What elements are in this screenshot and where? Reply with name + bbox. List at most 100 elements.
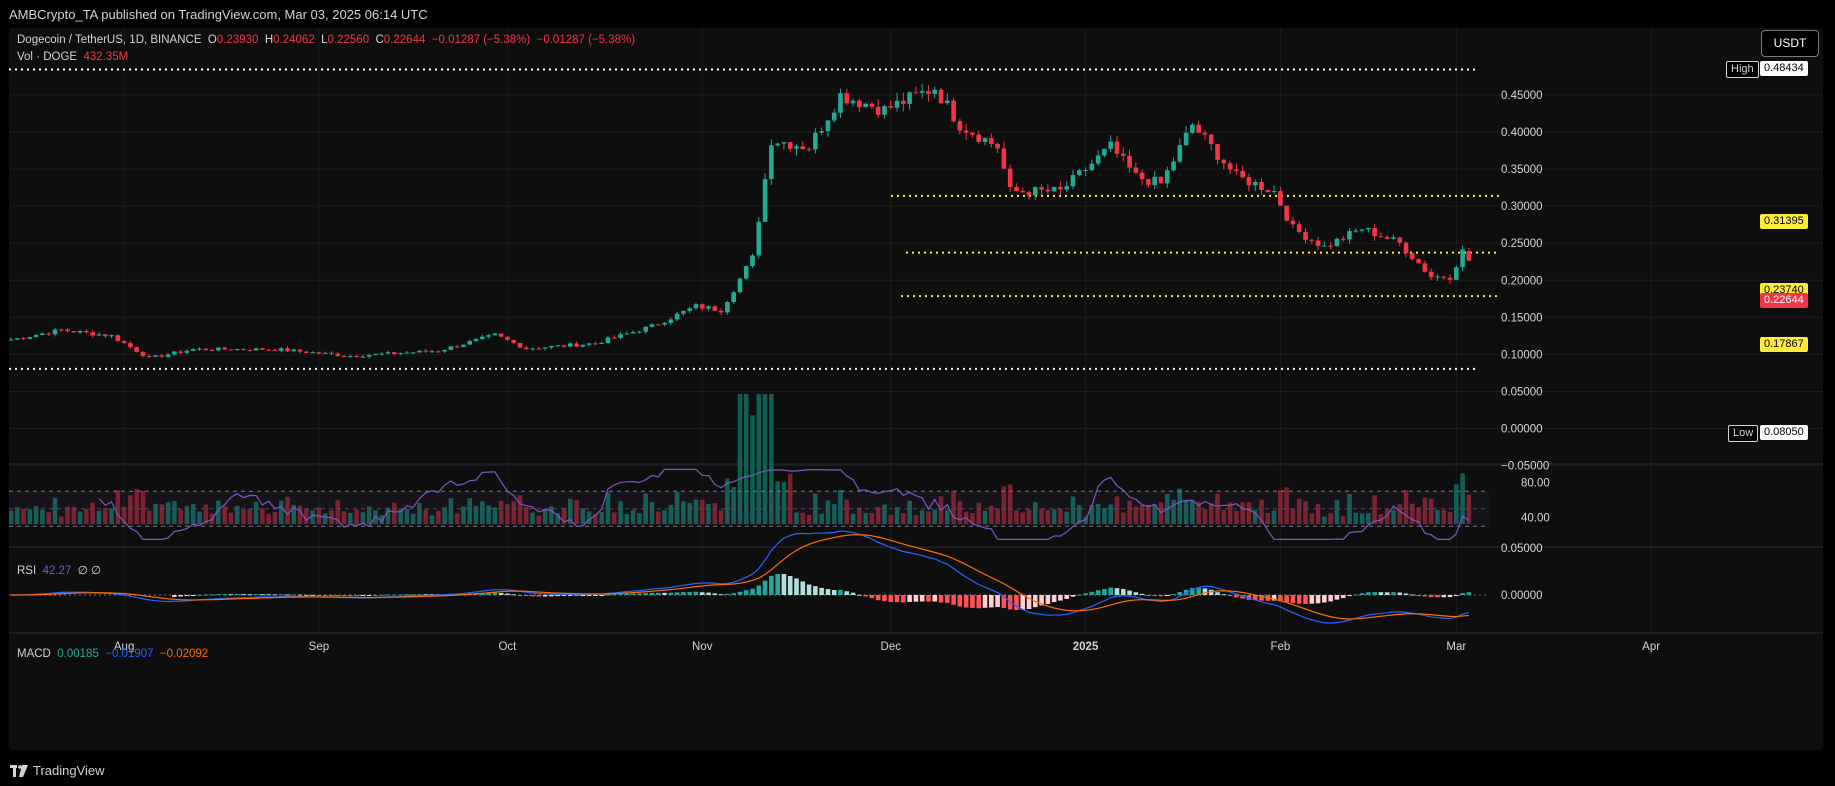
candle-body	[599, 343, 604, 345]
macd-histogram-bar	[329, 595, 334, 596]
candle-body	[14, 338, 20, 340]
macd-histogram-bar	[1372, 592, 1377, 595]
volume-bar	[473, 505, 479, 524]
candle-body	[392, 352, 397, 354]
macd-histogram-bar	[260, 594, 265, 596]
volume-bar	[907, 500, 912, 524]
macd-histogram-bar	[844, 591, 850, 595]
volume-bar	[517, 495, 523, 524]
candle-body	[153, 355, 158, 357]
volume-bar	[800, 512, 806, 524]
volume-bar	[190, 504, 196, 524]
macd-histogram-bar	[655, 592, 661, 595]
candle-body	[291, 349, 297, 352]
candle-body	[995, 143, 1000, 149]
volume-bar	[1076, 505, 1082, 524]
volume-bar	[1058, 508, 1063, 524]
candle-body	[285, 348, 290, 352]
volume-bar	[995, 508, 1000, 524]
candle-body	[1083, 170, 1088, 172]
candle-body	[1190, 124, 1195, 133]
macd-histogram-bar	[266, 594, 271, 596]
volume-bar	[385, 507, 391, 524]
volume-bar	[561, 507, 567, 524]
candle-body	[1127, 155, 1132, 168]
candle-body	[775, 143, 780, 146]
macd-histogram-bar	[1026, 595, 1032, 610]
candle-body	[209, 350, 215, 352]
candle-body	[1259, 181, 1264, 191]
volume-bar	[1133, 506, 1139, 524]
macd-histogram-bar	[618, 593, 623, 595]
volume-bar	[65, 506, 70, 524]
volume-bar	[1177, 488, 1183, 524]
macd-histogram-bar	[247, 594, 253, 596]
candle-body	[96, 334, 102, 336]
candle-body	[448, 346, 454, 350]
candle-body	[813, 132, 818, 150]
candle-body	[875, 106, 881, 115]
macd-histogram-bar	[775, 573, 780, 595]
volume-bar	[775, 481, 780, 524]
volume-bar	[1183, 499, 1189, 524]
macd-histogram-bar	[417, 594, 422, 596]
candle-body	[436, 351, 441, 353]
macd-histogram-bar	[360, 595, 366, 596]
macd-histogram-bar	[1315, 595, 1321, 604]
macd-histogram-bar	[693, 591, 699, 595]
candle-body	[335, 353, 341, 356]
volume-bar	[743, 394, 749, 524]
volume-bar	[523, 506, 529, 524]
volume-bar	[1032, 502, 1038, 524]
macd-histogram-bar	[857, 594, 862, 596]
volume-bar	[555, 512, 561, 524]
candle-body	[329, 352, 334, 354]
candle-body	[1158, 176, 1164, 184]
volume-bar	[159, 504, 165, 524]
candle-body	[1347, 231, 1352, 240]
macd-histogram-bar	[863, 595, 868, 597]
time-axis-label: Apr	[1642, 641, 1660, 653]
volume-bar	[134, 488, 139, 524]
candle-body	[831, 112, 837, 121]
candle-body	[731, 292, 736, 302]
macd-histogram-bar	[687, 591, 692, 595]
volume-bar	[637, 513, 642, 524]
volume-bar	[1102, 507, 1107, 524]
candle-body	[769, 145, 774, 180]
candle-body	[1340, 238, 1346, 240]
candle-body	[989, 138, 994, 144]
currency-button[interactable]: USDT	[1761, 30, 1819, 57]
macd-histogram-bar	[957, 595, 963, 607]
volume-bar	[1322, 516, 1327, 524]
rsi-value: 42.27	[42, 565, 72, 577]
macd-histogram-bar	[1397, 592, 1403, 595]
tradingview-logo[interactable]: TradingView	[10, 763, 105, 778]
volume-bar	[1120, 512, 1126, 524]
tradingview-icon	[10, 764, 28, 777]
candle-body	[423, 350, 429, 352]
volume-bar	[624, 513, 630, 524]
candle-body	[913, 92, 919, 94]
macd-histogram-bar	[668, 592, 674, 595]
volume-bar	[216, 500, 221, 524]
candle-body	[662, 322, 667, 325]
volume-bar	[844, 499, 850, 524]
candle-body	[1328, 245, 1333, 247]
candle-body	[77, 330, 83, 333]
candle-body	[140, 351, 146, 356]
candle-body	[1334, 238, 1340, 247]
volume-bar	[913, 515, 919, 524]
candle-body	[473, 338, 479, 342]
volume-bar	[1334, 500, 1340, 524]
macd-histogram-bar	[976, 595, 982, 609]
volume-bar	[706, 503, 711, 524]
macd-axis-label: 0.00000	[1501, 590, 1543, 602]
time-axis-label: Dec	[881, 641, 902, 653]
volume-bar	[40, 509, 45, 524]
chart-canvas[interactable]: 0.45000 0.40000 0.35000 0.30000 0.25000 0.200…	[9, 28, 1823, 750]
macd-histogram-bar	[800, 581, 806, 595]
macd-histogram-bar	[674, 592, 680, 595]
macd-histogram-bar	[1146, 595, 1151, 596]
macd-histogram-bar	[1190, 588, 1195, 595]
